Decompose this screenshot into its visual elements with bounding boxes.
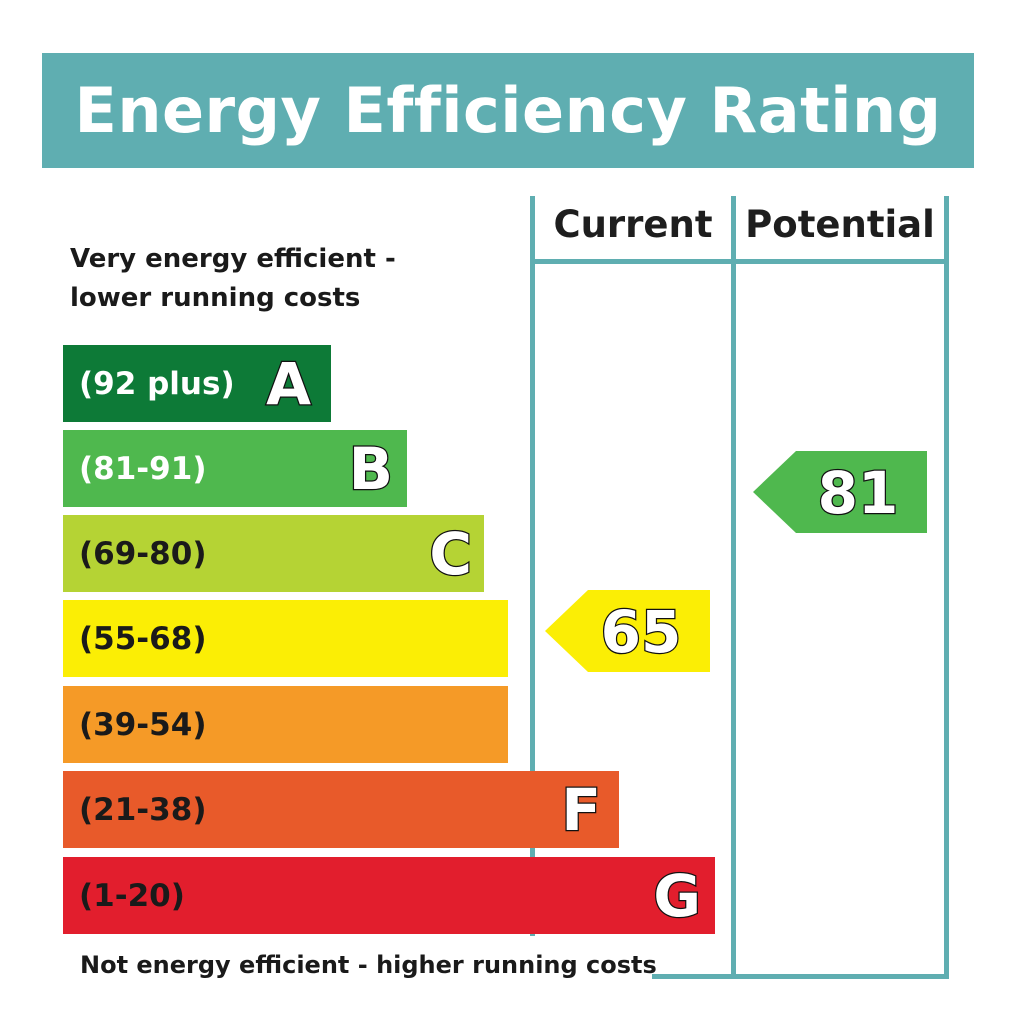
potential-column-right-line [944, 196, 949, 979]
band-g: (1-20) G [63, 857, 715, 934]
band-letter: A [265, 348, 312, 419]
bottom-frame-line [652, 974, 949, 979]
potential-rating-marker [753, 451, 927, 533]
band-range-label: (55-68) [79, 620, 207, 657]
band-letter: F [560, 774, 602, 845]
band-a: (92 plus) A [63, 345, 331, 422]
band-f: (21-38) F [63, 771, 619, 848]
band-range-label: (39-54) [79, 706, 207, 743]
current-column-header: Current [553, 202, 713, 246]
potential-rating-arrow: 81 [753, 451, 927, 533]
inefficient-note: Not energy efficient - higher running co… [80, 951, 657, 979]
band-e: (39-54) [63, 686, 508, 763]
potential-rating-value: 81 [818, 459, 899, 527]
band-range-label: (81-91) [79, 450, 207, 487]
band-letter: C [428, 518, 473, 589]
current-column-left-line [530, 196, 535, 936]
current-rating-arrow: 65 [545, 590, 710, 672]
band-letter: G [652, 860, 702, 931]
title-banner: Energy Efficiency Rating [42, 53, 974, 168]
current-column-right-line [731, 196, 736, 979]
band-range-label: (69-80) [79, 535, 207, 572]
band-d: (55-68) [63, 600, 508, 677]
band-range-label: (1-20) [79, 877, 185, 914]
header-divider-line [533, 259, 947, 264]
band-c: (69-80) C [63, 515, 484, 592]
potential-column-header: Potential [745, 202, 935, 246]
band-range-label: (21-38) [79, 791, 207, 828]
band-letter: B [348, 433, 395, 504]
efficient-note: Very energy efficient - lower running co… [70, 240, 396, 318]
efficient-note-line-2: lower running costs [70, 283, 361, 313]
current-rating-marker [545, 590, 710, 672]
band-b: (81-91) B [63, 430, 407, 507]
current-rating-value: 65 [601, 598, 682, 666]
band-range-label: (92 plus) [79, 365, 235, 402]
page-title: Energy Efficiency Rating [74, 74, 942, 147]
efficient-note-line-1: Very energy efficient - [70, 244, 396, 274]
